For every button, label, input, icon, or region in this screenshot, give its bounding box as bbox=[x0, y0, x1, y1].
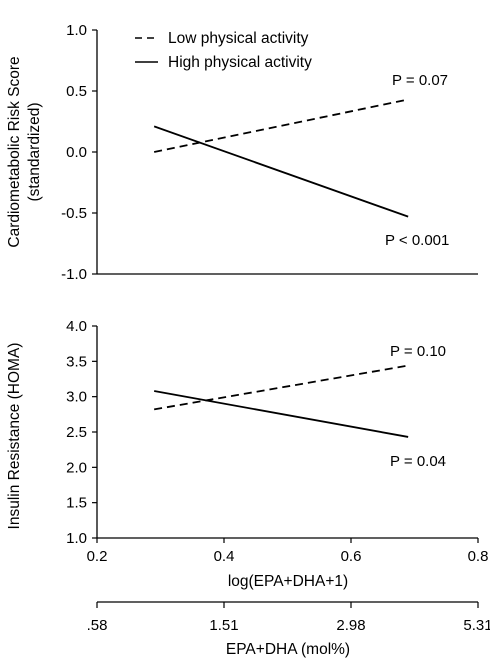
top-y-axis-label: Cardiometabolic Risk Score bbox=[6, 56, 23, 247]
top-series-lines bbox=[153, 98, 409, 218]
secondary-x-axis-group: .58 1.51 2.98 5.31 EPA+DHA (mol%) bbox=[87, 601, 490, 658]
x-axis-label: log(EPA+DHA+1) bbox=[228, 573, 348, 590]
bottom-x-tick-label: 0.8 bbox=[468, 548, 489, 565]
top-y-tick-label: 0.0 bbox=[66, 144, 87, 161]
secondary-x-tick-label: 1.51 bbox=[209, 617, 238, 634]
top-annotation-low: P = 0.07 bbox=[392, 72, 448, 89]
top-y-tick-label: -0.5 bbox=[61, 205, 87, 222]
top-y-axis-label-sub: (standardized) bbox=[26, 102, 43, 201]
bottom-panel: 4.0 3.5 3.0 2.5 2.0 1.5 1.0 0.2 0.4 0.6 0.8 Insul… bbox=[6, 318, 488, 590]
bottom-x-tick-label: 0.4 bbox=[214, 548, 235, 565]
bottom-series-lines bbox=[153, 364, 409, 438]
bottom-annotation-low: P = 0.10 bbox=[390, 343, 446, 360]
top-panel: 1.0 0.5 0.0 -0.5 -1.0 Cardiometabolic Risk S… bbox=[6, 22, 478, 283]
legend-label-low-activity: Low physical activity bbox=[168, 30, 309, 47]
bottom-y-tick-label: 1.0 bbox=[66, 530, 87, 547]
bottom-y-tick-label: 2.5 bbox=[66, 424, 87, 441]
secondary-x-tick-label: 5.31 bbox=[463, 617, 490, 634]
bottom-y-tick-label: 3.0 bbox=[66, 389, 87, 406]
secondary-x-tick-label: .58 bbox=[87, 617, 108, 634]
top-y-tick-label: -1.0 bbox=[61, 266, 87, 283]
bottom-series-line-low-activity bbox=[153, 364, 409, 411]
top-annotation-high: P < 0.001 bbox=[385, 232, 449, 249]
bottom-y-ticks: 4.0 3.5 3.0 2.5 2.0 1.5 1.0 bbox=[66, 318, 97, 547]
top-series-line-low-activity bbox=[153, 98, 409, 153]
bottom-y-tick-label: 2.0 bbox=[66, 459, 87, 476]
legend: Low physical activity High physical acti… bbox=[135, 30, 312, 71]
bottom-y-tick-label: 3.5 bbox=[66, 353, 87, 370]
secondary-x-ticks: .58 1.51 2.98 5.31 bbox=[87, 602, 490, 634]
bottom-y-tick-label: 1.5 bbox=[66, 495, 87, 512]
legend-label-high-activity: High physical activity bbox=[168, 54, 312, 71]
top-y-tick-label: 0.5 bbox=[66, 83, 87, 100]
bottom-x-ticks: 0.2 0.4 0.6 0.8 bbox=[87, 538, 489, 565]
top-series-line-high-activity bbox=[153, 125, 409, 218]
secondary-x-axis-label: EPA+DHA (mol%) bbox=[226, 641, 350, 658]
bottom-series-line-high-activity bbox=[153, 390, 409, 438]
top-y-tick-label: 1.0 bbox=[66, 22, 87, 39]
top-y-ticks: 1.0 0.5 0.0 -0.5 -1.0 bbox=[61, 22, 97, 283]
bottom-annotation-high: P = 0.04 bbox=[390, 453, 446, 470]
bottom-y-axis-label: Insulin Resistance (HOMA) bbox=[6, 343, 23, 530]
bottom-x-tick-label: 0.2 bbox=[87, 548, 108, 565]
secondary-x-tick-label: 2.98 bbox=[336, 617, 365, 634]
bottom-x-tick-label: 0.6 bbox=[341, 548, 362, 565]
bottom-y-tick-label: 4.0 bbox=[66, 318, 87, 335]
